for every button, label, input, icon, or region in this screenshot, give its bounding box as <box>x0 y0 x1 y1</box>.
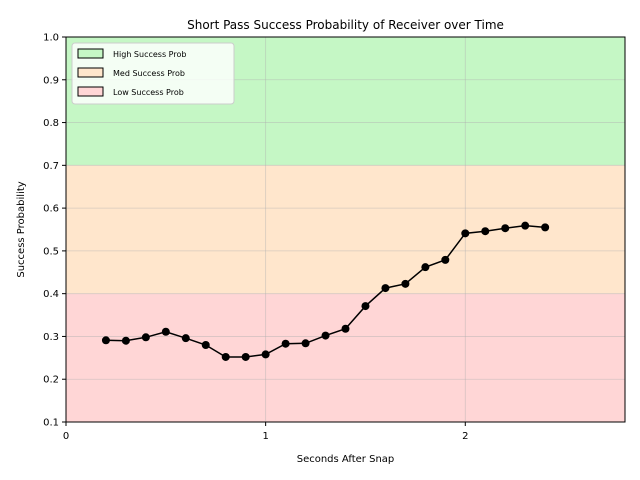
data-point <box>281 339 290 348</box>
data-point <box>221 352 230 361</box>
x-axis-label: Seconds After Snap <box>297 454 395 465</box>
legend-swatch <box>77 67 104 78</box>
legend-swatch <box>77 86 104 97</box>
y-tick-label: 0.4 <box>43 289 59 300</box>
data-point <box>361 302 370 311</box>
data-series <box>101 221 550 361</box>
y-tick-label: 0.2 <box>43 375 59 386</box>
y-tick-label: 0.9 <box>43 75 59 86</box>
chart-title: Short Pass Success Probability of Receiv… <box>187 18 504 32</box>
legend-swatch <box>77 48 104 59</box>
y-tick-label: 0.8 <box>43 118 59 129</box>
data-point <box>421 263 430 272</box>
data-point <box>261 350 270 359</box>
x-tick-label: 2 <box>462 431 468 442</box>
band-low <box>66 293 625 422</box>
x-axis-ticks: 0 1 2 <box>63 422 468 442</box>
data-point <box>461 229 470 238</box>
x-tick-label: 0 <box>63 431 69 442</box>
data-point <box>201 341 210 349</box>
legend-box <box>71 42 235 105</box>
x-tick-label: 1 <box>262 431 268 442</box>
data-point <box>341 324 350 333</box>
data-point <box>521 221 530 230</box>
y-tick-label: 0.3 <box>43 332 59 343</box>
data-point <box>321 331 330 340</box>
data-point <box>301 339 310 348</box>
y-tick-label: 0.6 <box>43 204 59 215</box>
data-point <box>121 336 130 345</box>
y-tick-label: 1.0 <box>43 33 59 44</box>
background-bands <box>66 37 625 422</box>
plot-frame <box>65 36 626 423</box>
legend-label: Med Success Prob <box>113 69 185 78</box>
y-axis-label: Success Probability <box>16 181 27 277</box>
data-point <box>381 284 390 293</box>
data-point <box>481 227 490 236</box>
band-med <box>66 165 625 294</box>
data-point <box>401 279 410 288</box>
y-tick-label: 0.1 <box>43 418 59 429</box>
data-point <box>161 327 170 336</box>
data-point <box>501 224 510 233</box>
data-point <box>241 352 250 361</box>
data-point <box>101 336 110 345</box>
legend: High Success Prob Med Success Prob Low Suc… <box>71 42 235 105</box>
data-point <box>141 333 150 342</box>
data-point <box>441 255 450 264</box>
legend-label: High Success Prob <box>113 50 186 59</box>
y-axis-ticks: 0.1 0.2 0.3 0.4 0.5 0.6 0.7 0.8 0.9 1.0 <box>43 33 66 429</box>
data-point <box>181 334 190 343</box>
y-tick-label: 0.7 <box>43 161 59 172</box>
legend-label: Low Success Prob <box>113 88 184 97</box>
y-tick-label: 0.5 <box>43 246 59 257</box>
data-point <box>541 223 550 232</box>
